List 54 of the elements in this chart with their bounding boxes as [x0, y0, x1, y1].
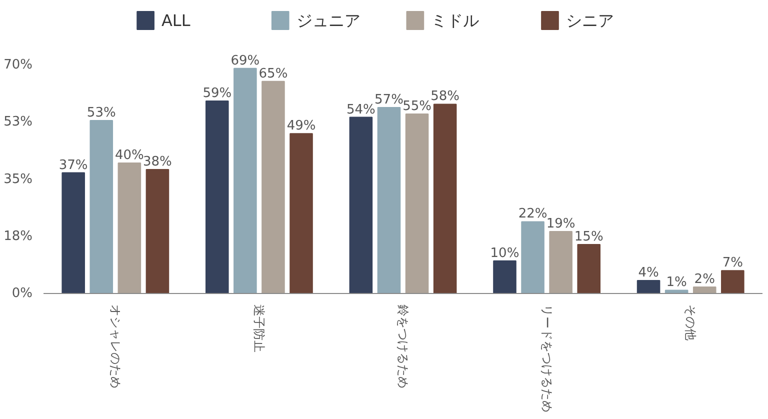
data-label: 19% [546, 216, 576, 232]
bar [90, 120, 114, 294]
data-label: 4% [638, 265, 659, 280]
y-tick-label: 0% [12, 286, 32, 301]
bar [493, 260, 516, 294]
data-label: 40% [114, 148, 144, 163]
data-label: 10% [490, 246, 520, 261]
bar [692, 286, 716, 294]
data-label: 1% [666, 275, 687, 290]
data-label: 7% [722, 256, 743, 271]
bar [205, 100, 229, 294]
x-tick-label: オシャレのため [108, 304, 122, 388]
x-tick-label: 鈴をつけるため [396, 304, 410, 388]
bar [146, 168, 170, 294]
data-label: 49% [286, 118, 316, 134]
data-label: 2% [694, 272, 715, 287]
x-tick-label: その他 [684, 304, 698, 340]
legend-label: ジュニア [296, 11, 360, 30]
bar [290, 133, 313, 294]
bar [721, 270, 744, 294]
x-tick-label: 迷子防止 [252, 304, 266, 352]
data-label: 69% [230, 53, 260, 68]
bar [234, 68, 257, 294]
data-label: 59% [202, 86, 232, 101]
bar [262, 80, 285, 294]
bar [664, 290, 688, 294]
data-label: 55% [402, 99, 432, 114]
legend-label: シニア [566, 11, 614, 30]
y-tick-label: 35% [4, 172, 33, 187]
y-tick-label: 70% [4, 58, 33, 73]
data-label: 15% [574, 230, 604, 245]
bar [433, 104, 457, 294]
data-label: 38% [143, 154, 172, 170]
bar [521, 221, 544, 294]
data-label: 54% [346, 102, 376, 118]
bar [549, 230, 572, 294]
data-label: 37% [58, 158, 88, 173]
data-label: 57% [374, 92, 404, 108]
bar [62, 172, 85, 294]
data-label: 53% [86, 106, 116, 121]
data-label: 58% [430, 89, 460, 104]
y-tick-label: 18% [4, 228, 33, 244]
legend-label: ミドル [431, 11, 480, 30]
bar [118, 162, 142, 294]
bar [577, 244, 601, 294]
y-tick-label: 53% [4, 114, 33, 130]
bar [405, 114, 429, 294]
data-label: 22% [518, 206, 548, 222]
data-label: 65% [258, 66, 288, 82]
x-tick-label: リードをつけるため [540, 304, 554, 412]
bar [636, 280, 660, 294]
bar [349, 116, 373, 294]
bar [377, 106, 401, 294]
legend-label: ALL [161, 11, 190, 30]
